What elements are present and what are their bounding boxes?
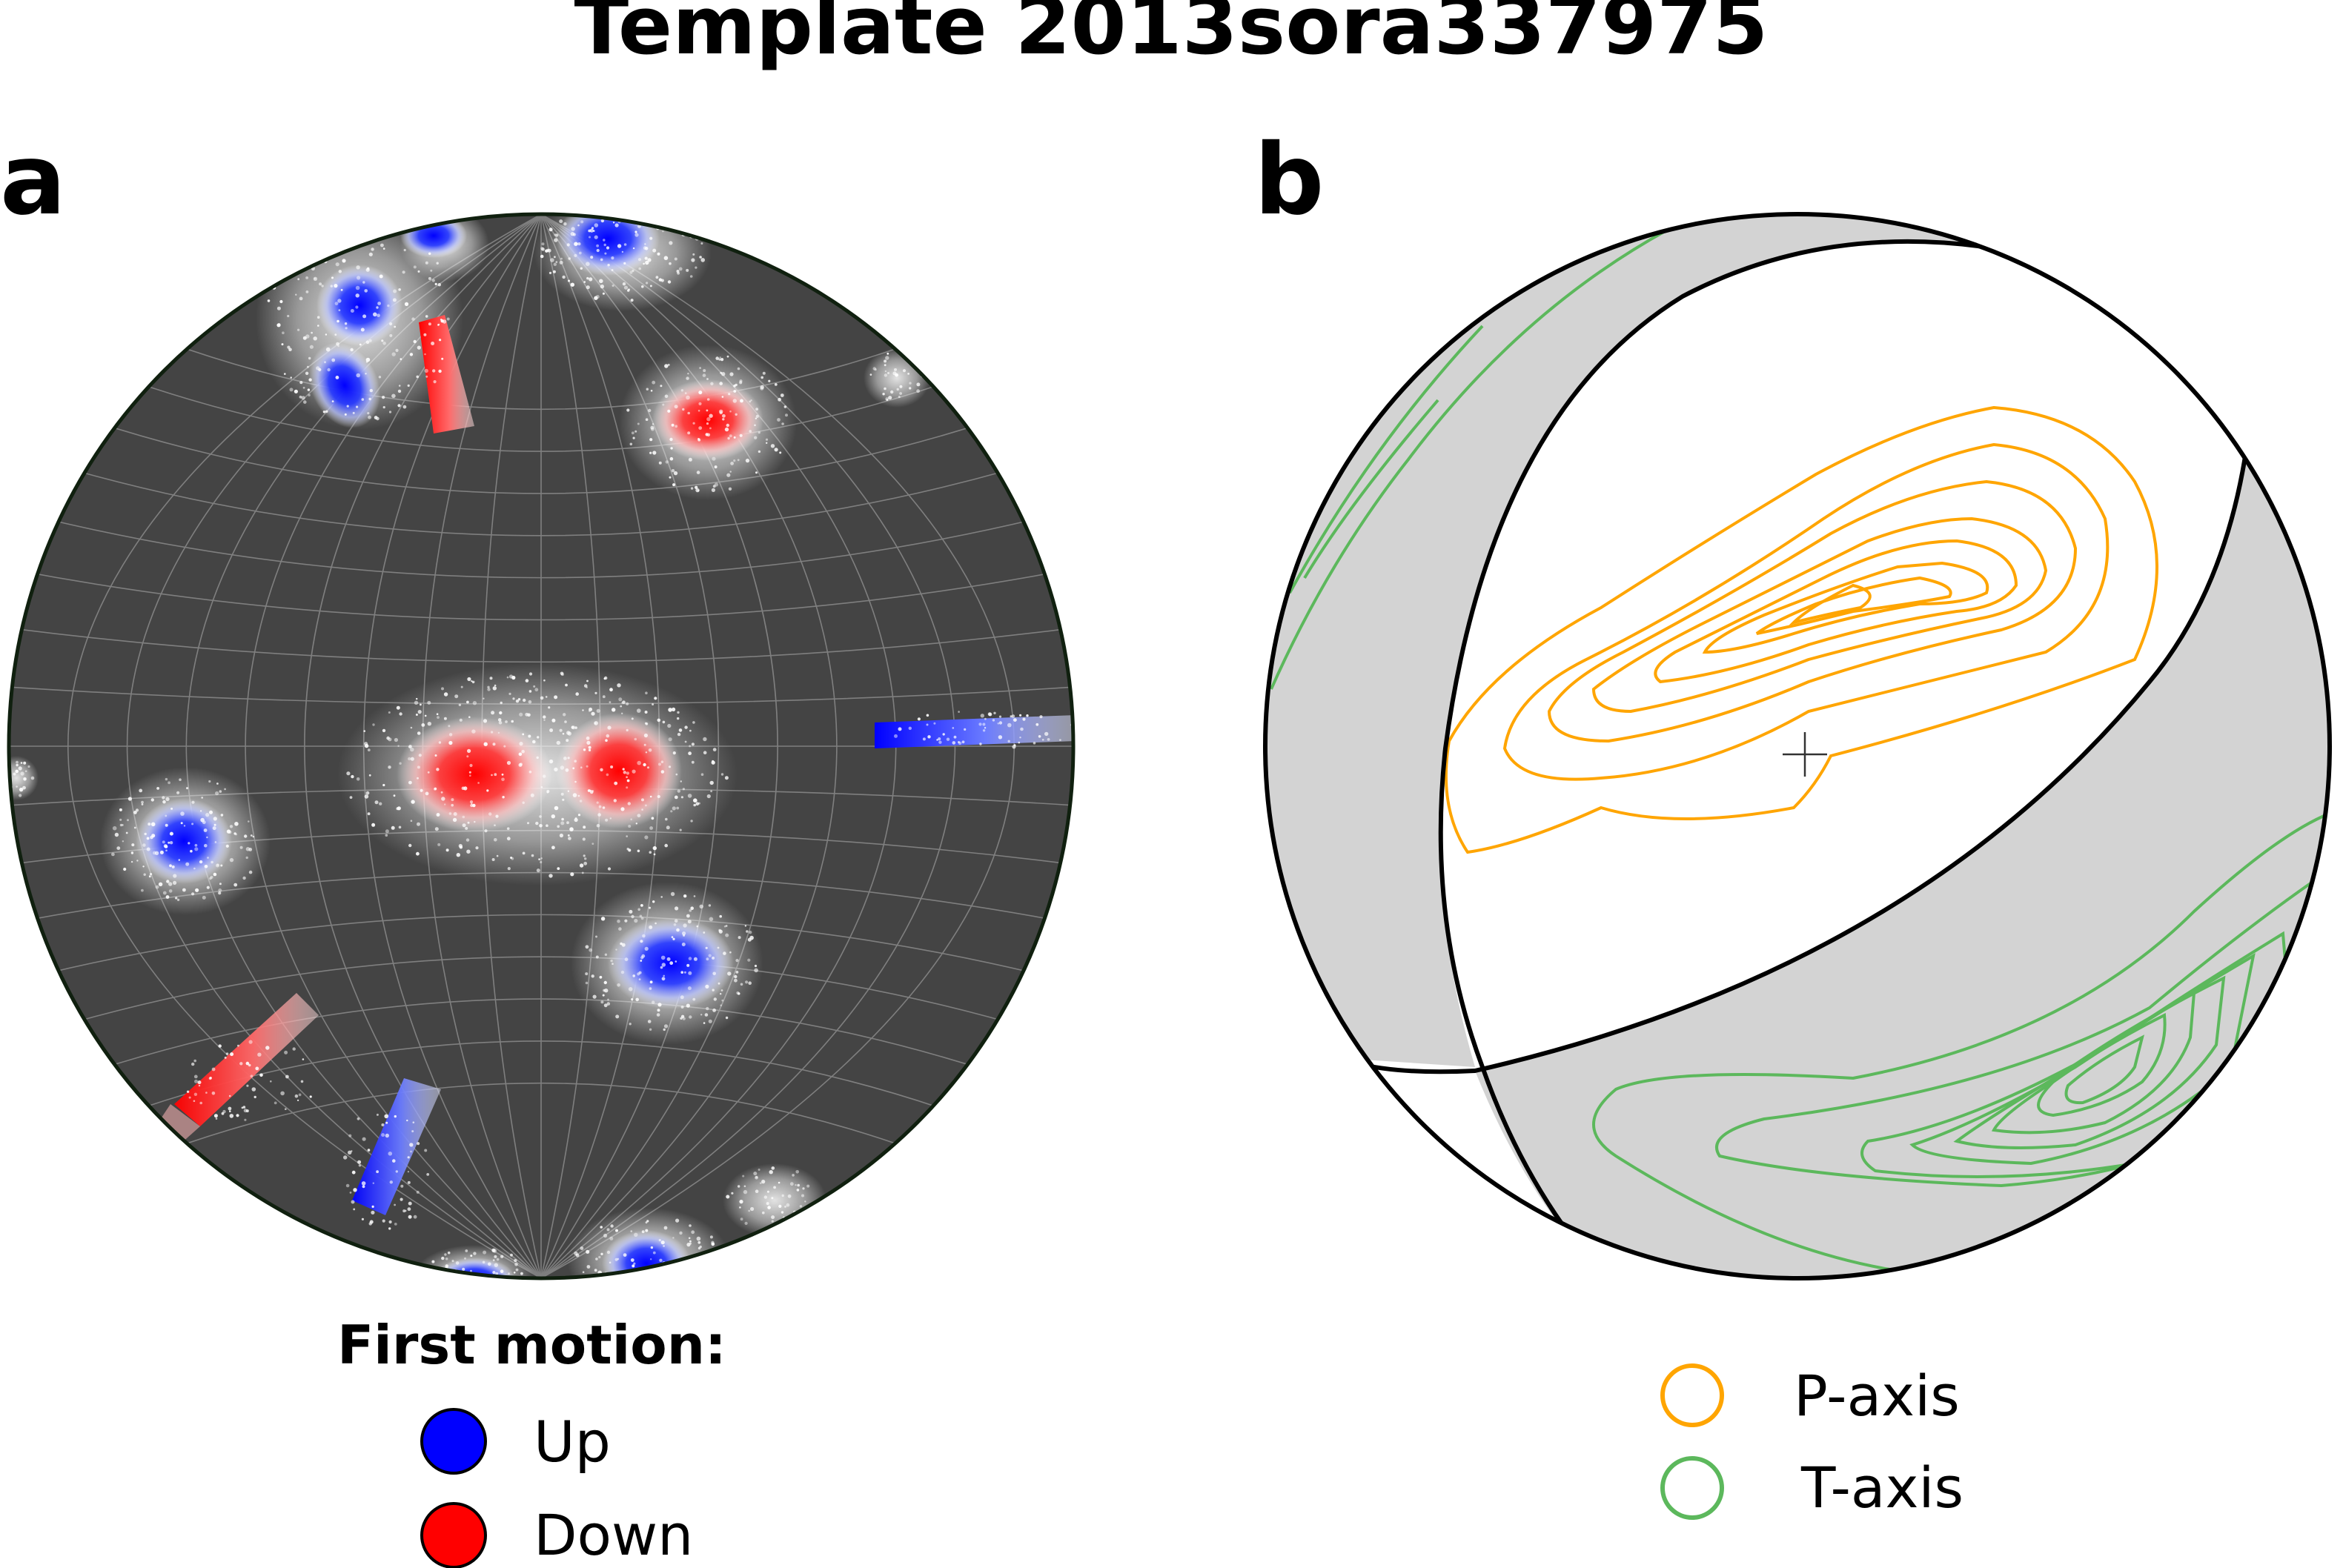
panel-a-letter: a bbox=[0, 123, 66, 237]
t-axis-marker bbox=[1660, 1456, 1724, 1520]
figure-title: Template 2013sora337975 bbox=[574, 0, 1769, 73]
t-axis-contours bbox=[1270, 228, 2330, 1276]
up-streak bbox=[352, 1078, 441, 1215]
nodal-plane-1 bbox=[1438, 239, 1995, 1278]
down-marker bbox=[420, 1502, 487, 1568]
p-axis-marker bbox=[1660, 1363, 1724, 1427]
up-cluster bbox=[602, 1230, 691, 1278]
up-label: Up bbox=[534, 1409, 611, 1475]
down-cluster bbox=[397, 717, 552, 832]
beachball-outline bbox=[1263, 212, 2332, 1280]
down-label: Down bbox=[534, 1502, 693, 1568]
panel-b-letter: b bbox=[1254, 123, 1325, 237]
shaded-quadrant-upper-left bbox=[1265, 214, 1994, 1067]
t-axis-label: T-axis bbox=[1800, 1455, 1963, 1521]
shaded-quadrant-lower-right bbox=[1475, 445, 2330, 1278]
up-cluster bbox=[317, 265, 402, 346]
center-cross bbox=[1783, 732, 1827, 777]
nodal-planes bbox=[1356, 239, 2248, 1278]
up-cluster bbox=[136, 798, 232, 884]
p-axis-label: P-axis bbox=[1794, 1363, 1960, 1429]
legend-first-motion-title: First motion: bbox=[337, 1314, 726, 1376]
down-streak bbox=[174, 993, 319, 1126]
panel-a-stereonet bbox=[7, 212, 1076, 1280]
up-cluster bbox=[308, 342, 381, 428]
stereonet-a-outline bbox=[7, 212, 1076, 1280]
legend-axes: P-axis T-axis bbox=[1660, 1363, 1963, 1521]
up-cluster bbox=[434, 1258, 515, 1278]
legend-first-motion: First motion: Up Down bbox=[337, 1314, 726, 1568]
nodal-plane-2 bbox=[1356, 451, 2248, 1074]
panel-b-beachball bbox=[1263, 212, 2332, 1280]
p-axis-contours bbox=[1444, 405, 2158, 854]
up-marker bbox=[420, 1408, 487, 1475]
